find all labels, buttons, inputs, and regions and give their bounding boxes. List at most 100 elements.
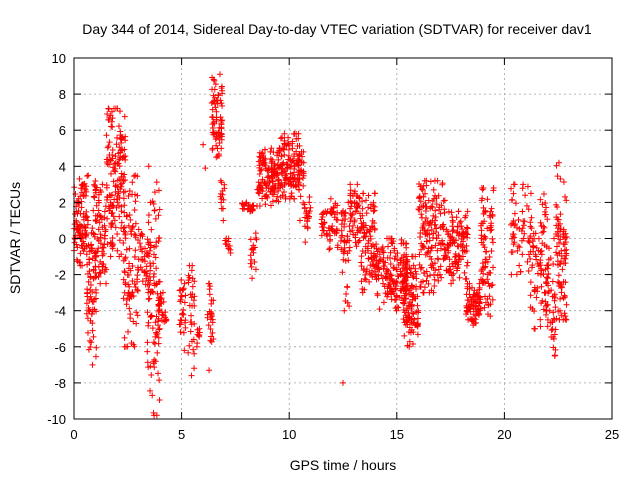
data-point <box>327 195 334 202</box>
data-point <box>419 278 426 285</box>
data-point <box>328 225 335 232</box>
data-point <box>148 226 155 233</box>
data-point <box>562 193 569 200</box>
data-point <box>487 313 494 320</box>
data-point <box>339 269 346 276</box>
data-point <box>402 285 409 292</box>
data-point <box>400 254 407 261</box>
data-point <box>447 235 454 242</box>
data-point <box>177 286 184 293</box>
data-point <box>560 231 567 238</box>
data-point <box>121 224 128 231</box>
data-point <box>291 153 298 160</box>
data-point <box>403 240 410 247</box>
data-point <box>486 253 493 260</box>
data-point <box>454 264 461 271</box>
data-point <box>338 246 345 253</box>
data-point <box>420 182 427 189</box>
data-point <box>543 204 550 211</box>
data-point <box>144 236 151 243</box>
data-point <box>529 243 536 250</box>
data-point <box>444 244 451 251</box>
data-point <box>389 240 396 247</box>
data-point <box>558 258 565 265</box>
data-point <box>282 168 289 175</box>
data-point <box>438 274 445 281</box>
data-point <box>213 142 220 149</box>
data-point <box>419 225 426 232</box>
data-point <box>432 213 439 220</box>
data-point <box>271 165 278 172</box>
data-point <box>177 329 184 336</box>
data-point <box>262 201 269 208</box>
data-point <box>426 289 433 296</box>
data-point <box>212 136 219 143</box>
data-point <box>363 229 370 236</box>
data-point <box>83 310 90 317</box>
data-point <box>417 283 424 290</box>
data-point <box>455 243 462 250</box>
data-point <box>365 255 372 262</box>
data-point <box>404 256 411 263</box>
data-point <box>563 250 570 257</box>
data-point <box>454 223 461 230</box>
data-point <box>144 281 151 288</box>
data-point <box>327 232 334 239</box>
data-point <box>285 180 292 187</box>
data-point <box>349 222 356 229</box>
data-point <box>560 233 567 240</box>
data-point <box>297 193 304 200</box>
data-point <box>427 178 434 185</box>
data-point <box>129 191 136 198</box>
data-point <box>448 209 455 216</box>
data-point <box>479 260 486 267</box>
data-point <box>267 148 274 155</box>
data-point <box>430 212 437 219</box>
data-point <box>248 256 255 263</box>
data-point <box>186 342 193 349</box>
data-point <box>103 132 110 139</box>
data-point <box>251 258 258 265</box>
data-point <box>270 186 277 193</box>
data-point <box>379 275 386 282</box>
data-point <box>155 187 162 194</box>
data-point <box>531 308 538 315</box>
data-point <box>84 315 91 322</box>
data-point <box>75 208 82 215</box>
data-point <box>394 256 401 263</box>
data-point <box>464 259 471 266</box>
data-point <box>176 287 183 294</box>
data-point <box>121 268 128 275</box>
data-point <box>406 324 413 331</box>
data-point <box>555 239 562 246</box>
data-point <box>129 277 136 284</box>
data-point <box>177 298 184 305</box>
data-point <box>147 387 154 394</box>
data-point <box>341 307 348 314</box>
data-point <box>95 191 102 198</box>
data-point <box>149 325 156 332</box>
data-point <box>213 108 220 115</box>
data-point <box>451 239 458 246</box>
data-point <box>377 256 384 263</box>
x-tick-label: 20 <box>497 427 511 442</box>
data-point <box>202 165 209 172</box>
data-point <box>247 236 254 243</box>
data-point <box>108 222 115 229</box>
data-point <box>368 243 375 250</box>
data-point <box>365 204 372 211</box>
data-point <box>213 133 220 140</box>
data-point <box>132 172 139 179</box>
data-point <box>368 250 375 257</box>
data-point <box>300 182 307 189</box>
data-point <box>150 289 157 296</box>
data-point <box>306 193 313 200</box>
data-point <box>125 328 132 335</box>
data-point <box>391 255 398 262</box>
data-point <box>439 237 446 244</box>
data-point <box>464 225 471 232</box>
data-point <box>410 310 417 317</box>
data-point <box>411 295 418 302</box>
data-point <box>382 274 389 281</box>
data-point <box>390 265 397 272</box>
